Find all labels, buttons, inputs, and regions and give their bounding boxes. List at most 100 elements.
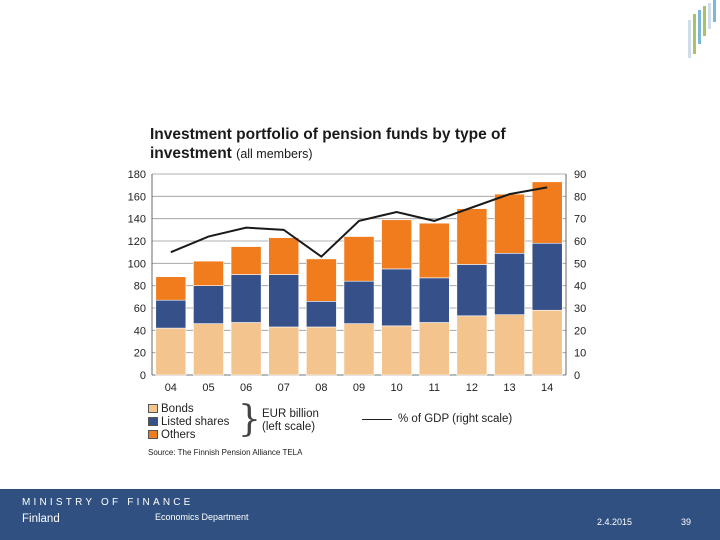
legend: Bonds Listed shares Others: [148, 402, 229, 441]
bar-segment-listed-shares: [494, 252, 525, 316]
bar-segment-listed-shares: [456, 264, 488, 317]
legend-label: Bonds: [161, 402, 194, 415]
chart-subtitle: (all members): [236, 147, 313, 161]
bar-segment-bonds: [418, 322, 450, 376]
legend-left-scale: EUR billion (left scale): [262, 408, 319, 434]
slide-date: 2.4.2015: [597, 517, 633, 527]
y2-tick-label: 20: [574, 325, 586, 337]
logo-bar: [713, 0, 716, 22]
bar-segment-others: [418, 222, 450, 279]
page-number: 39: [681, 517, 692, 527]
bar-segment-others: [343, 236, 375, 282]
chart-panel: Investment portfolio of pension funds by…: [118, 120, 598, 465]
y-tick-label: 120: [128, 236, 146, 248]
legend-left-scale-line1: EUR billion: [262, 408, 319, 420]
x-tick-label: 11: [429, 382, 440, 394]
footer-bar: MINISTRY OF FINANCE Finland Economics De…: [0, 489, 720, 540]
logo-bar: [688, 20, 691, 58]
x-tick-label: 10: [391, 382, 403, 394]
bar-segment-listed-shares: [193, 285, 224, 324]
bar-segment-listed-shares: [230, 274, 262, 323]
x-tick-label: 12: [466, 382, 478, 394]
legend-item-listed-shares: Listed shares: [148, 415, 229, 428]
bar-segment-listed-shares: [531, 242, 563, 311]
y2-tick-label: 50: [574, 258, 586, 270]
bar-segment-listed-shares: [268, 274, 300, 328]
logo-bar: [693, 14, 696, 54]
logo-bar: [703, 6, 706, 36]
y-tick-label: 140: [128, 214, 146, 226]
legend-item-gdp: % of GDP (right scale): [362, 413, 512, 425]
ministry-name: MINISTRY OF FINANCE: [22, 497, 194, 508]
bar-segment-others: [306, 258, 337, 302]
bar-segment-bonds: [193, 323, 224, 376]
legend-label: Others: [161, 428, 196, 441]
legend-line-gdp: [362, 418, 392, 420]
chart-title-line1: Investment portfolio of pension funds by…: [150, 126, 506, 143]
bar-segment-others: [155, 276, 187, 301]
chart-title: Investment portfolio of pension funds by…: [150, 125, 506, 164]
y2-tick-label: 70: [574, 214, 586, 226]
bar-segment-bonds: [230, 322, 262, 376]
bar-segment-listed-shares: [155, 299, 187, 329]
bar-segment-bonds: [268, 326, 300, 376]
y-tick-label: 60: [134, 303, 146, 315]
x-tick-label: 07: [278, 382, 290, 394]
y2-tick-label: 40: [574, 281, 586, 293]
chart-title-line2: investment: [150, 145, 232, 162]
bar-segment-bonds: [456, 315, 488, 376]
y-tick-label: 20: [134, 348, 146, 360]
y2-tick-label: 60: [574, 236, 586, 248]
bar-segment-others: [381, 219, 412, 270]
legend-swatch-others: [148, 430, 158, 439]
x-tick-label: 09: [353, 382, 365, 394]
y-tick-label: 80: [134, 281, 146, 293]
department-name: Economics Department: [155, 512, 249, 522]
y2-tick-label: 80: [574, 191, 586, 203]
x-tick-label: 04: [165, 382, 177, 394]
bar-segment-others: [230, 246, 262, 275]
bar-segment-bonds: [306, 326, 337, 376]
legend-label-gdp: % of GDP (right scale): [398, 413, 513, 425]
y-tick-label: 40: [134, 325, 146, 337]
chart-source: Source: The Finnish Pension Alliance TEL…: [148, 448, 303, 457]
x-tick-label: 14: [541, 382, 553, 394]
bar-segment-listed-shares: [381, 268, 412, 327]
legend-item-others: Others: [148, 428, 229, 441]
x-tick-label: 06: [240, 382, 252, 394]
x-tick-label: 08: [315, 382, 327, 394]
y2-tick-label: 0: [574, 370, 580, 382]
bar-segment-listed-shares: [343, 280, 375, 324]
bar-segment-listed-shares: [418, 277, 450, 323]
bar-segment-listed-shares: [306, 301, 337, 328]
bar-segment-bonds: [381, 325, 412, 376]
legend-label: Listed shares: [161, 415, 230, 428]
legend-swatch-bonds: [148, 404, 158, 413]
legend-left-scale-line2: (left scale): [262, 421, 316, 433]
logo-bar: [708, 3, 711, 29]
bar-segment-bonds: [494, 314, 525, 376]
bar-segment-others: [531, 181, 563, 244]
legend-brace: }: [238, 399, 261, 440]
x-tick-label: 05: [202, 382, 214, 394]
stacked-bar-chart: 0 20 40 60 80 100 120 140 160 180 0 10 20 30 40 50 60 70 8…: [128, 169, 587, 394]
bar-segment-bonds: [155, 327, 187, 376]
bar-segment-bonds: [531, 309, 563, 376]
legend-swatch-listed-shares: [148, 417, 158, 426]
bar-segment-others: [494, 193, 525, 254]
legend-item-bonds: Bonds: [148, 402, 229, 415]
logo-bar: [698, 10, 701, 44]
ministry-logo-bars: [688, 0, 716, 58]
x-tick-label: 13: [503, 382, 515, 394]
y-tick-label: 160: [128, 191, 146, 203]
bar-segment-others: [193, 260, 224, 286]
bar-segment-others: [268, 237, 300, 275]
y-tick-label: 180: [128, 169, 146, 181]
country-name: Finland: [22, 513, 60, 525]
y-tick-label: 0: [140, 370, 146, 382]
y2-tick-label: 10: [574, 348, 586, 360]
bar-segment-bonds: [343, 323, 375, 376]
y-tick-label: 100: [128, 258, 146, 270]
y2-tick-label: 30: [574, 303, 586, 315]
y2-tick-label: 90: [574, 169, 586, 181]
